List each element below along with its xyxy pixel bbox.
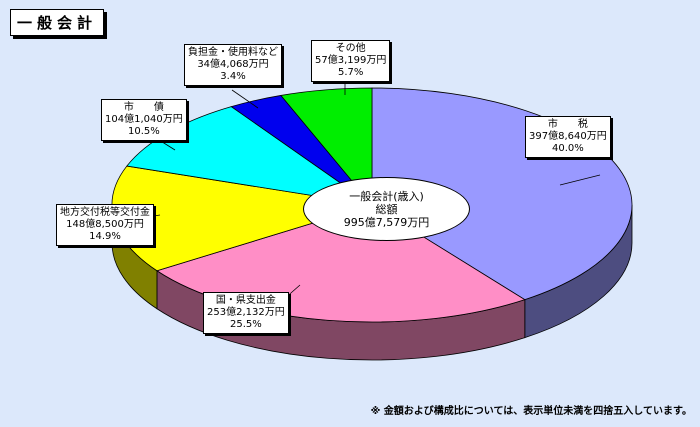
pie-slice-5	[280, 87, 373, 207]
slice-label-5: その他 57億3,199万円 5.7%	[311, 40, 391, 82]
slice-label-amount: 253億2,132万円	[207, 307, 285, 318]
leader-line-4	[231, 89, 259, 109]
slice-label-percent: 25.5%	[229, 319, 262, 330]
center-label-line-3: 995億7,579万円	[343, 215, 430, 229]
slice-label-1: 国・県支出金 253億2,132万円 25.5%	[203, 292, 289, 334]
slice-label-name: 地方交付税等交付金	[60, 207, 150, 218]
slice-label-name: 市 債	[123, 102, 164, 113]
page-title: 一般会計	[10, 9, 105, 36]
slice-label-name: 国・県支出金	[215, 295, 276, 306]
slice-label-amount: 148億8,500万円	[66, 219, 144, 230]
center-label-line-1: 一般会計(歳入)	[349, 189, 424, 203]
slice-label-percent: 40.0%	[551, 143, 584, 154]
slice-label-amount: 104億1,040万円	[105, 114, 183, 125]
slice-label-2: 地方交付税等交付金 148億8,500万円 14.9%	[56, 204, 154, 246]
slice-label-3: 市 債 104億1,040万円 10.5%	[101, 99, 187, 141]
slice-label-amount: 34億4,068万円	[197, 59, 269, 70]
slice-label-name: その他	[335, 43, 366, 54]
slice-label-percent: 14.9%	[89, 231, 121, 242]
slice-label-amount: 397億8,640万円	[529, 131, 607, 142]
slice-label-percent: 5.7%	[337, 67, 364, 78]
footnote: ※ 金額および構成比については、表示単位未満を四捨五入しています。	[370, 406, 692, 417]
slice-label-percent: 3.4%	[220, 71, 246, 82]
slice-label-name: 市 税	[547, 119, 588, 130]
slice-label-name: 負担金・使用料など	[188, 47, 278, 58]
center-label-line-2: 総額	[375, 202, 398, 216]
leader-line-0	[559, 174, 601, 186]
slice-label-amount: 57億3,199万円	[315, 55, 387, 66]
slice-label-percent: 10.5%	[127, 126, 160, 137]
slice-label-0: 市 税 397億8,640万円 40.0%	[525, 116, 611, 158]
center-total-label: 一般会計(歳入) 総額 995億7,579万円	[303, 177, 470, 241]
slice-label-4: 負担金・使用料など 34億4,068万円 3.4%	[184, 44, 282, 86]
